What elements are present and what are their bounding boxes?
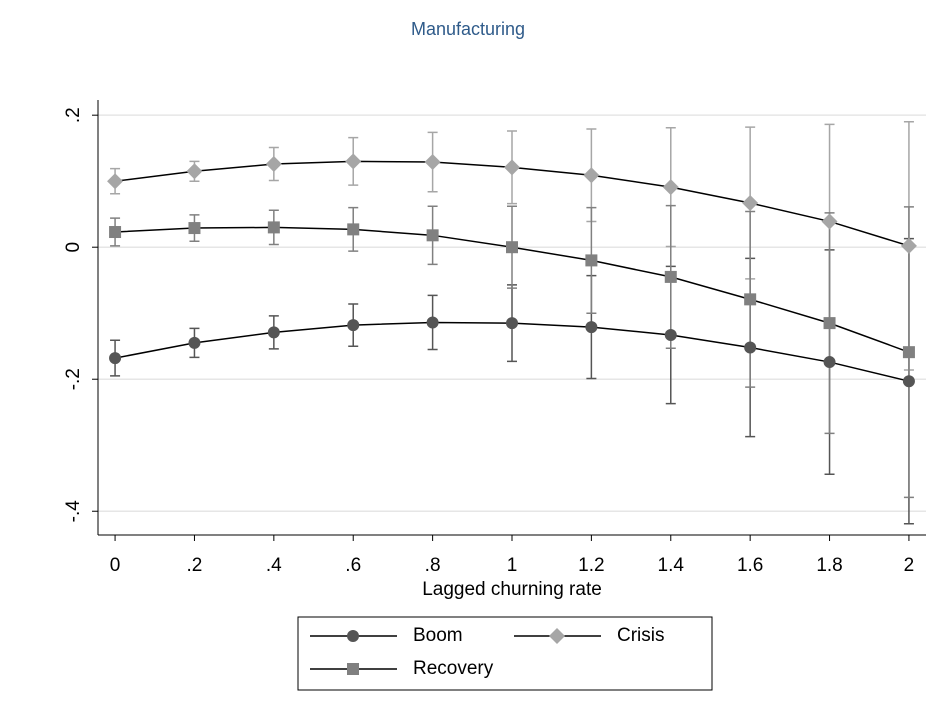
data-point xyxy=(662,179,679,196)
x-tick-label: 1.4 xyxy=(658,555,685,576)
legend-marker xyxy=(347,630,359,642)
data-point xyxy=(347,319,360,332)
legend-label: Crisis xyxy=(617,625,665,646)
data-point xyxy=(267,326,280,339)
data-point xyxy=(821,213,838,230)
data-point xyxy=(902,346,915,359)
y-tick-label: -.2 xyxy=(63,368,84,390)
data-point xyxy=(823,356,836,369)
data-point xyxy=(506,317,518,330)
legend-box xyxy=(297,616,713,691)
x-tick-label: 2 xyxy=(904,555,915,576)
data-point xyxy=(267,221,280,234)
data-point xyxy=(188,222,201,235)
y-tick-label: -.4 xyxy=(63,500,84,523)
data-point xyxy=(265,156,282,173)
x-tick-label: .4 xyxy=(266,555,282,576)
data-point xyxy=(744,293,757,306)
data-point xyxy=(107,173,124,190)
x-tick-label: 1 xyxy=(507,555,518,576)
data-point xyxy=(186,163,203,180)
data-point xyxy=(900,237,917,254)
data-point xyxy=(345,153,362,170)
y-tick-label: .2 xyxy=(63,107,84,123)
x-tick-label: 1.2 xyxy=(578,555,604,576)
y-tick-label: 0 xyxy=(63,242,84,253)
legend-marker xyxy=(347,663,359,675)
data-point xyxy=(664,328,677,341)
x-tick-label: .2 xyxy=(187,555,203,576)
data-point xyxy=(664,270,677,283)
x-tick-label: 1.8 xyxy=(816,555,842,576)
data-point xyxy=(585,254,598,267)
x-tick-label: .8 xyxy=(425,555,441,576)
data-point xyxy=(426,229,439,242)
data-point xyxy=(109,352,122,365)
chart-title: Manufacturing xyxy=(411,19,525,39)
data-point xyxy=(583,167,600,184)
data-point xyxy=(109,226,122,239)
legend-label: Recovery xyxy=(413,658,494,679)
data-point xyxy=(504,159,520,176)
data-point xyxy=(347,223,360,236)
data-point xyxy=(744,341,757,354)
data-point xyxy=(823,317,836,330)
x-tick-label: 0 xyxy=(110,555,121,576)
x-tick-label: .6 xyxy=(345,555,361,576)
data-point xyxy=(585,321,598,334)
data-point xyxy=(426,316,439,329)
data-point xyxy=(506,241,518,254)
data-point xyxy=(188,336,201,349)
data-point xyxy=(902,375,915,388)
legend-marker xyxy=(549,628,565,644)
x-axis-title: Lagged churning rate xyxy=(422,579,602,600)
data-point xyxy=(742,194,759,211)
legend-label: Boom xyxy=(413,625,463,646)
x-tick-label: 1.6 xyxy=(737,555,763,576)
data-point xyxy=(424,154,441,171)
